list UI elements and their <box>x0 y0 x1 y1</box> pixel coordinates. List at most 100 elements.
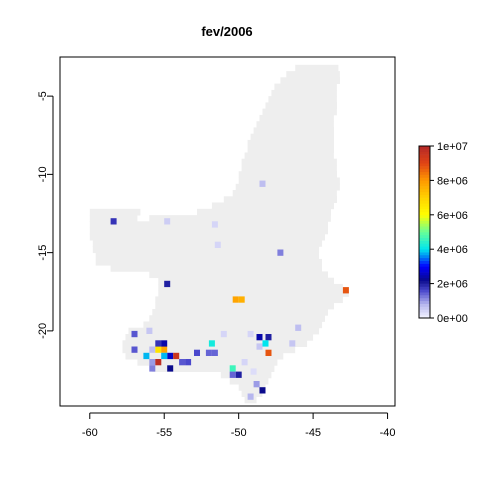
region-cell-row <box>158 283 343 291</box>
region-cell-row <box>265 102 337 110</box>
colorbar-band <box>419 309 430 313</box>
data-point <box>110 218 117 225</box>
data-point <box>262 340 269 347</box>
data-point <box>173 352 180 360</box>
colorbar-band <box>419 206 430 210</box>
region-cell-row <box>238 177 340 185</box>
x-axis: -60 -55 -50 -45 -40 <box>82 412 396 439</box>
plot-frame <box>59 56 396 407</box>
data-point <box>214 241 221 248</box>
colorbar-tick-label: 1e+07 <box>437 141 468 153</box>
y-tick-label: -10 <box>37 166 49 182</box>
region-cell-row <box>137 359 278 366</box>
region-cell-row <box>125 334 314 341</box>
region-cell-row <box>253 127 334 135</box>
colorbar-band <box>419 171 430 175</box>
region-cell-row <box>95 258 322 266</box>
plot-area <box>59 56 396 407</box>
colorbar-band <box>419 240 430 244</box>
colorbar-legend: 0e+00 2e+06 4e+06 6e+06 8e+06 1e+07 <box>418 141 468 325</box>
data-point <box>259 387 266 394</box>
region-cell-row <box>244 152 334 160</box>
colorbar-band <box>419 283 430 287</box>
colorbar-band <box>419 148 430 153</box>
data-point <box>256 334 263 341</box>
region-cell-row <box>110 265 322 272</box>
data-point <box>289 340 296 347</box>
colorbar-band <box>419 263 430 267</box>
colorbar-tick-label: 8e+06 <box>437 175 468 187</box>
data-point <box>211 221 218 228</box>
region-cell-row <box>280 77 340 84</box>
data-point <box>220 330 227 338</box>
region-layer <box>89 64 349 404</box>
region-cell-row <box>125 352 284 360</box>
x-tick-label: -55 <box>156 427 172 439</box>
data-point <box>256 343 263 350</box>
colorbar-tick-label: 4e+06 <box>437 244 468 256</box>
region-cell-row <box>241 165 337 172</box>
colorbar-band <box>419 191 430 196</box>
colorbar-band <box>419 163 430 167</box>
region-cell-row <box>259 114 334 122</box>
colorbar-band <box>419 266 430 270</box>
colorbar-band <box>419 157 430 161</box>
colorbar-band <box>419 257 430 261</box>
colorbar-band <box>419 312 430 316</box>
colorbar-band <box>419 214 430 218</box>
colorbar-band <box>419 146 430 150</box>
x-tick-label: -40 <box>380 427 396 439</box>
colorbar-band <box>419 180 430 184</box>
region-cell-row <box>149 315 325 322</box>
region-cell-row <box>143 321 323 329</box>
colorbar-band <box>419 154 430 158</box>
region-cell-row <box>152 309 328 316</box>
colorbar-band <box>419 260 430 264</box>
region-cell-row <box>295 64 339 72</box>
data-point <box>211 349 218 356</box>
data-point <box>149 346 156 353</box>
region-cell-row <box>155 296 343 304</box>
region-cell-row <box>197 208 331 216</box>
colorbar-band <box>419 275 430 279</box>
colorbar-bands <box>419 146 430 319</box>
data-point <box>185 359 192 366</box>
colorbar-band <box>419 246 430 250</box>
data-point <box>277 249 284 256</box>
region-cell-row <box>229 377 269 385</box>
colorbar-band <box>419 286 430 290</box>
region-cell-row <box>235 183 340 191</box>
region-cell-row <box>238 171 337 178</box>
colorbar-band <box>419 249 430 253</box>
colorbar-band <box>419 237 430 241</box>
data-point <box>229 371 236 378</box>
region-cell-row <box>152 365 275 372</box>
colorbar-band <box>419 209 430 213</box>
data-point <box>164 218 171 225</box>
colorbar-band <box>419 315 430 319</box>
data-point <box>149 365 156 372</box>
colorbar-band <box>419 186 430 190</box>
colorbar-band <box>419 151 430 155</box>
data-point <box>194 349 200 356</box>
colorbar-band <box>419 168 430 173</box>
region-cell-row <box>89 208 141 216</box>
region-cell-row <box>92 246 320 254</box>
colorbar-band <box>419 234 430 239</box>
data-point <box>131 330 138 338</box>
colorbar-band <box>419 306 430 310</box>
data-point <box>131 346 138 353</box>
data-point <box>205 349 212 356</box>
colorbar-tick-label: 2e+06 <box>437 279 468 291</box>
colorbar-frame <box>418 145 431 319</box>
colorbar-band <box>419 269 430 273</box>
data-point <box>161 346 168 353</box>
region-cell-row <box>274 83 337 91</box>
data-points-layer <box>110 180 349 400</box>
region-cell-row <box>211 202 334 210</box>
colorbar-band <box>419 197 430 201</box>
data-point <box>155 359 162 366</box>
region-cell-row <box>95 252 319 260</box>
colorbar-band <box>419 280 430 284</box>
